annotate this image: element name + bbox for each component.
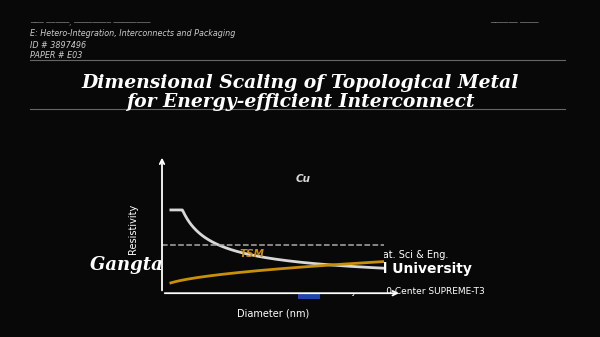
Text: PAPER # E03: PAPER # E03 [30,51,82,60]
Circle shape [296,248,324,276]
Text: Cu: Cu [295,174,310,184]
Text: for Energy-efficient Interconnect: for Energy-efficient Interconnect [126,93,474,111]
Text: Dept. of Mat. Sci & Eng.: Dept. of Mat. Sci & Eng. [332,250,448,260]
Text: SRC: SRC [302,289,316,295]
Text: Resistivity: Resistivity [128,204,138,254]
Text: TSM: TSM [240,249,265,259]
Text: Diameter (nm): Diameter (nm) [237,309,309,319]
Text: E: Hetero-Integration, Interconnects and Packaging: E: Hetero-Integration, Interconnects and… [30,29,235,38]
Text: Gangtae Jin: Gangtae Jin [90,256,209,274]
Text: Cornell University: Cornell University [332,262,472,276]
Text: SRC JUMP 2.0 Center SUPREME-T3: SRC JUMP 2.0 Center SUPREME-T3 [332,287,485,297]
Text: ────── ────: ────── ──── [490,18,539,27]
FancyBboxPatch shape [298,285,320,299]
Text: ─── ─────, ──────── ────────: ─── ─────, ──────── ──────── [30,18,151,27]
Text: ID # 3897496: ID # 3897496 [30,41,86,50]
Text: Dimensional Scaling of Topological Metal: Dimensional Scaling of Topological Metal [82,74,518,92]
